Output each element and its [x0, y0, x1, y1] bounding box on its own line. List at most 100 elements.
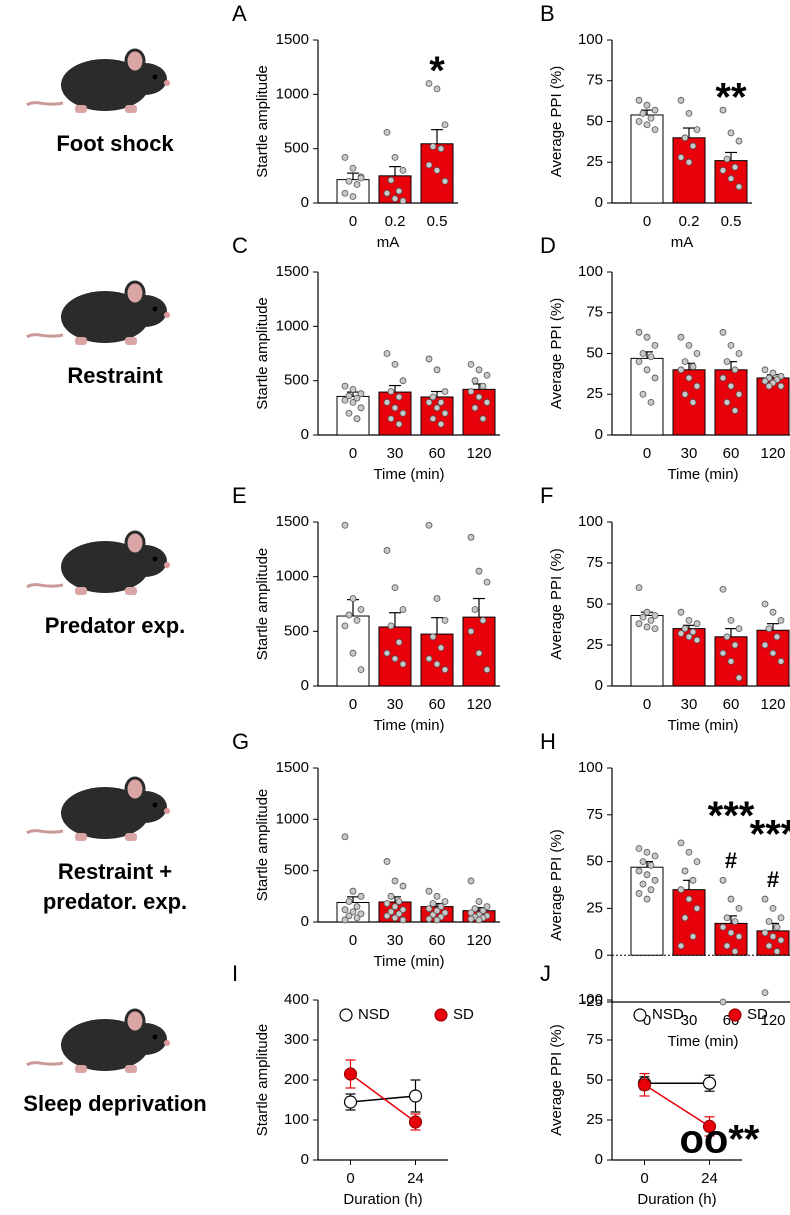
data-point: [437, 398, 445, 406]
data-point: [433, 595, 441, 602]
x-tick-label: 120: [466, 445, 491, 462]
y-tick-label: 100: [578, 991, 603, 1008]
y-tick-label: 1500: [276, 513, 309, 530]
data-point: [635, 867, 643, 875]
row-label: Restraint: [67, 363, 163, 388]
data-point: [735, 183, 743, 191]
data-point: [399, 916, 407, 924]
x-tick-label: 30: [387, 696, 404, 713]
data-point: [425, 887, 433, 895]
data-point: [467, 877, 475, 885]
data-point: [483, 903, 491, 910]
data-point: [685, 633, 693, 641]
data-point: [467, 533, 475, 541]
data-point: [395, 638, 403, 646]
data-point: [723, 942, 731, 950]
data-point: [727, 175, 735, 182]
data-point: [433, 404, 441, 412]
y-tick-label: -25: [581, 993, 603, 1010]
data-point: [769, 369, 777, 377]
data-point: [643, 366, 651, 374]
data-point: [391, 584, 399, 591]
data-point: [685, 374, 693, 382]
data-point: [765, 942, 773, 950]
x-tick-label: 30: [387, 445, 404, 462]
data-point: [471, 606, 479, 613]
series-line: [644, 1084, 710, 1128]
bar: [672, 137, 706, 204]
data-point: [383, 547, 391, 554]
data-point: [345, 898, 353, 905]
data-point: [433, 907, 441, 915]
data-point: [702, 1076, 717, 1090]
data-point: [637, 1078, 652, 1092]
data-point: [353, 415, 361, 423]
data-point: [731, 918, 739, 925]
data-point: [647, 114, 655, 122]
panel-letter: E: [232, 483, 247, 508]
data-point: [345, 177, 353, 185]
x-axis-label: Time (min): [373, 953, 444, 970]
panel-letter: G: [232, 729, 249, 754]
data-point: [387, 892, 395, 900]
data-point: [719, 374, 727, 382]
data-point: [765, 625, 773, 632]
x-axis-label: Time (min): [373, 466, 444, 483]
y-tick-label: 500: [284, 372, 309, 389]
data-point: [425, 915, 433, 923]
row-label: Restraint +: [58, 859, 172, 884]
data-point: [761, 600, 769, 608]
data-point: [693, 620, 701, 628]
data-point: [353, 903, 361, 910]
y-tick-label: 400: [284, 991, 309, 1008]
data-point: [341, 396, 349, 404]
x-tick-label: 0: [349, 445, 357, 462]
data-point: [693, 905, 701, 912]
data-point: [391, 195, 399, 203]
x-tick-label: 30: [681, 445, 698, 462]
data-point: [773, 948, 781, 955]
data-point: [689, 398, 697, 406]
data-point: [353, 394, 361, 402]
data-point: [777, 914, 785, 922]
data-point: [635, 890, 643, 897]
x-axis-label: Time (min): [667, 1033, 738, 1050]
y-tick-label: 75: [586, 554, 603, 571]
x-tick-label: 120: [760, 696, 785, 713]
data-point: [433, 366, 441, 374]
bar: [420, 633, 454, 687]
legend-marker: [633, 1008, 647, 1022]
data-point: [719, 106, 727, 114]
y-tick-label: 50: [586, 1071, 603, 1088]
y-tick-label: 1500: [276, 31, 309, 48]
data-point: [685, 895, 693, 903]
data-point: [429, 393, 437, 401]
data-point: [635, 845, 643, 852]
data-point: [735, 350, 743, 357]
data-point: [702, 1119, 717, 1134]
y-tick-label: 500: [284, 622, 309, 639]
data-point: [719, 923, 727, 931]
data-point: [727, 382, 735, 390]
data-point: [727, 617, 735, 624]
y-tick-label: 75: [586, 1031, 603, 1048]
data-point: [719, 166, 727, 174]
data-point: [399, 377, 407, 385]
data-point: [387, 176, 395, 184]
x-axis-label: Time (min): [667, 717, 738, 734]
y-tick-label: 1000: [276, 317, 309, 334]
data-point: [399, 197, 407, 205]
data-point: [357, 910, 365, 918]
y-tick-label: 100: [578, 31, 603, 48]
data-point: [647, 886, 655, 894]
y-axis-label: Average PPI (%): [548, 66, 565, 177]
data-point: [341, 622, 349, 630]
data-point: [681, 867, 689, 875]
y-axis-label: Average PPI (%): [548, 548, 565, 659]
data-point: [647, 353, 655, 361]
data-point: [399, 882, 407, 890]
data-point: [689, 876, 697, 884]
data-point: [719, 328, 727, 336]
data-point: [349, 193, 357, 200]
annotation: ***: [708, 794, 755, 838]
